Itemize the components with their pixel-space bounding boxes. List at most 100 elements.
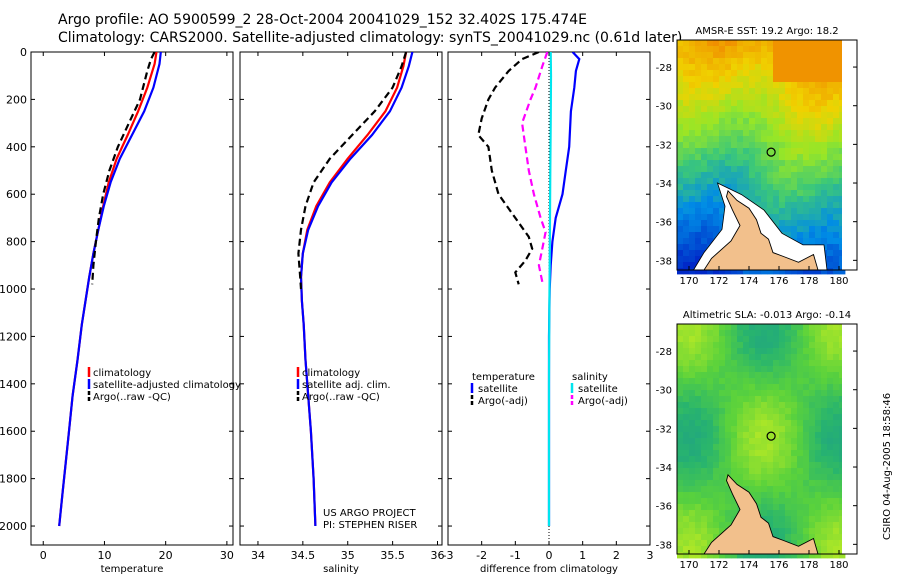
raster-cell [725, 498, 732, 505]
raster-cell [803, 420, 810, 427]
raster-cell [767, 184, 774, 191]
raster-cell [713, 178, 720, 185]
raster-cell [713, 136, 720, 143]
raster-cell [743, 330, 750, 337]
raster-cell [743, 408, 750, 415]
raster-cell [683, 268, 690, 275]
raster-cell [743, 462, 750, 469]
raster-cell [809, 220, 816, 227]
raster-cell [827, 540, 834, 547]
raster-cell [731, 498, 738, 505]
raster-cell [689, 136, 696, 143]
raster-cell [833, 148, 840, 155]
raster-cell [785, 82, 792, 89]
raster-cell [737, 336, 744, 343]
raster-cell [701, 438, 708, 445]
raster-cell [731, 330, 738, 337]
raster-cell [821, 420, 828, 427]
raster-cell [731, 468, 738, 475]
raster-cell [683, 522, 690, 529]
raster-cell [701, 360, 708, 367]
raster-cell [791, 172, 798, 179]
raster-cell [689, 250, 696, 257]
raster-cell [797, 220, 804, 227]
raster-cell [725, 354, 732, 361]
raster-cell [821, 522, 828, 529]
raster-cell [803, 124, 810, 131]
raster-cell [695, 190, 702, 197]
series-salinity-argo [520, 52, 549, 283]
raster-cell [677, 336, 684, 343]
raster-cell [779, 154, 786, 161]
raster-cell [827, 70, 834, 77]
raster-cell [833, 136, 840, 143]
raster-cell [791, 336, 798, 343]
raster-cell [695, 76, 702, 83]
raster-cell [749, 366, 756, 373]
map-y-tick-label: -30 [656, 386, 672, 397]
raster-cell [827, 172, 834, 179]
raster-cell [797, 226, 804, 233]
raster-cell [731, 40, 738, 47]
raster-cell [797, 76, 804, 83]
raster-cell [749, 486, 756, 493]
raster-cell [683, 226, 690, 233]
legend-label: satellite [478, 384, 518, 395]
raster-cell [767, 444, 774, 451]
raster-cell [701, 130, 708, 137]
raster-cell [701, 480, 708, 487]
raster-cell [725, 360, 732, 367]
raster-cell [749, 58, 756, 65]
raster-cell [689, 414, 696, 421]
map-x-tick-label: 180 [829, 560, 848, 571]
raster-cell [797, 58, 804, 65]
raster-cell [815, 534, 822, 541]
raster-cell [677, 244, 684, 251]
raster-cell [755, 70, 762, 77]
raster-cell [779, 88, 786, 95]
map-blank-area [842, 324, 857, 554]
raster-cell [737, 142, 744, 149]
raster-cell [713, 498, 720, 505]
raster-cell [767, 498, 774, 505]
raster-cell [731, 510, 738, 517]
raster-cell [815, 348, 822, 355]
raster-cell [755, 336, 762, 343]
raster-cell [767, 450, 774, 457]
raster-cell [827, 486, 834, 493]
raster-cell [821, 46, 828, 53]
raster-cell [713, 202, 720, 209]
raster-cell [821, 372, 828, 379]
raster-cell [761, 100, 768, 107]
raster-cell [713, 166, 720, 173]
raster-cell [815, 94, 822, 101]
raster-cell [785, 384, 792, 391]
raster-cell [785, 148, 792, 155]
raster-cell [815, 214, 822, 221]
raster-cell [827, 238, 834, 245]
raster-cell [755, 88, 762, 95]
series-satellite [299, 52, 414, 527]
raster-cell [815, 420, 822, 427]
raster-cell [833, 528, 840, 535]
series-temperature-argo [477, 52, 540, 285]
raster-cell [743, 366, 750, 373]
raster-cell [719, 390, 726, 397]
raster-cell [689, 172, 696, 179]
raster-cell [701, 384, 708, 391]
raster-cell [743, 420, 750, 427]
raster-cell [707, 88, 714, 95]
series-group [477, 52, 581, 526]
raster-cell [815, 378, 822, 385]
raster-cell [809, 148, 816, 155]
raster-cell [725, 130, 732, 137]
raster-cell [755, 178, 762, 185]
raster-cell [701, 160, 708, 167]
raster-cell [773, 196, 780, 203]
raster-cell [761, 166, 768, 173]
raster-cell [767, 486, 774, 493]
raster-cell [785, 348, 792, 355]
raster-cell [737, 94, 744, 101]
raster-cell [785, 336, 792, 343]
raster-cell [725, 58, 732, 65]
